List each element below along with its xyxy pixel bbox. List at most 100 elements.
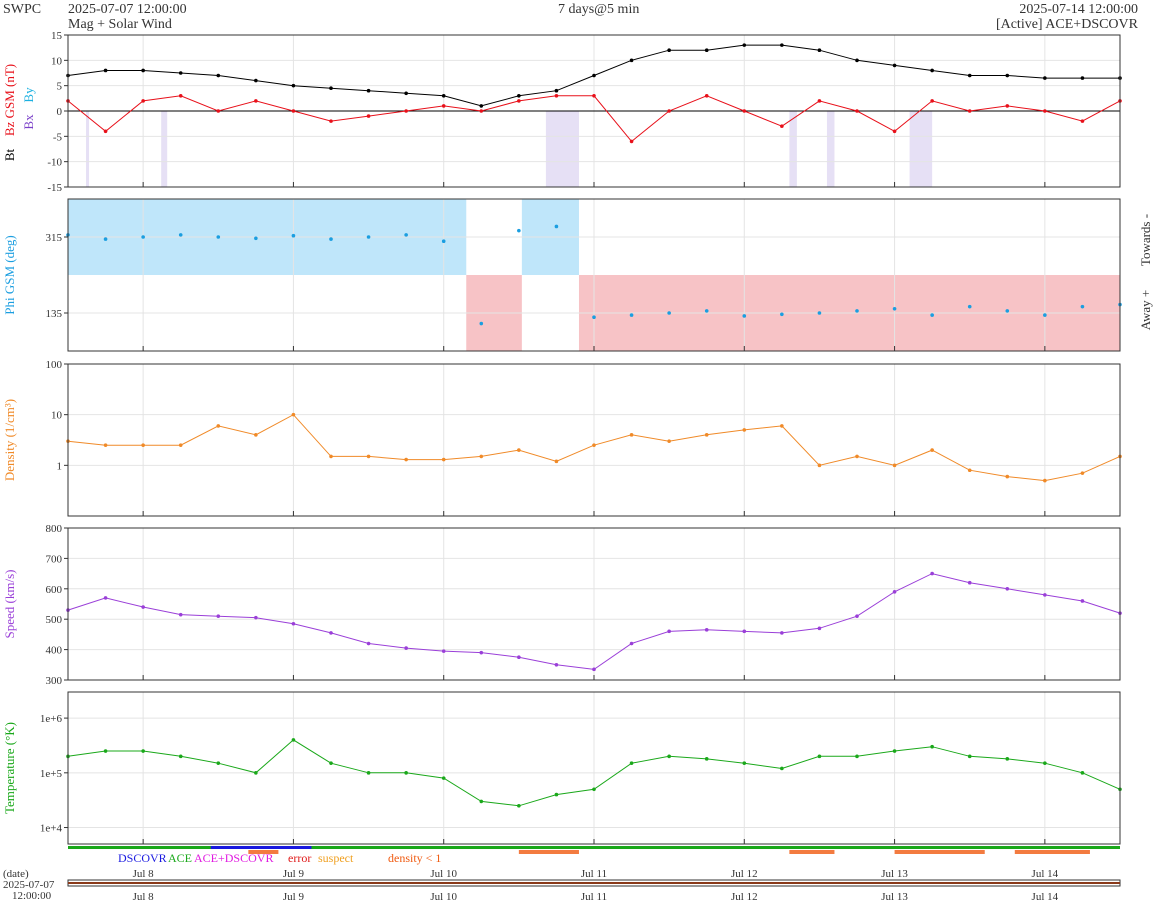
mag-bt-point (629, 58, 634, 63)
mag-bz-point (178, 94, 183, 98)
speed-point (517, 655, 521, 659)
density-point (216, 424, 221, 428)
mag-ylabel-bz: Bz GSM (nT) (2, 64, 17, 136)
x-tick-label-bottom: Jul 10 (430, 891, 457, 903)
mag-southward-band (161, 111, 168, 187)
mag-bt-point (329, 86, 333, 90)
density-point (254, 433, 258, 437)
speed-point (667, 629, 671, 634)
phi-point (967, 304, 972, 309)
status-ace-bar (68, 846, 1120, 849)
x-tick-label-bottom: Jul 11 (581, 891, 607, 903)
phi-point (479, 321, 484, 326)
temperature-point (329, 761, 333, 765)
temperature-point (780, 766, 784, 771)
mag-bt-point (291, 83, 296, 88)
mag-ytick-label: 10 (51, 55, 63, 67)
density-point (629, 433, 634, 437)
x-tick-label-bottom: Jul 8 (133, 891, 155, 903)
active-source: [Active] ACE+DSCOVR (995, 17, 1138, 32)
temperature-point (441, 776, 446, 780)
speed-ytick-label: 800 (46, 523, 63, 535)
mag-ylabel-bt: Bt (2, 148, 17, 161)
density-ytick-label: 1 (57, 460, 63, 472)
phi-point (629, 313, 634, 317)
mag-bt-point (780, 43, 784, 47)
density-point (930, 448, 934, 452)
phi-point (1080, 304, 1085, 309)
mag-southward-band (86, 111, 90, 187)
speed-point (855, 614, 859, 618)
speed-point (479, 650, 484, 655)
density-point (404, 457, 408, 462)
speed-point (1043, 593, 1047, 597)
phi-point (404, 233, 408, 237)
phi-panel: 135 315 Phi GSM (deg) Towards - Away + (2, 198, 1153, 352)
mag-southward-band (909, 111, 933, 187)
temperature-ylabel: Temperature (°K) (2, 722, 17, 814)
phi-point (441, 239, 446, 244)
mag-bz-point (517, 99, 521, 103)
x-tick-label-bottom: Jul 13 (881, 891, 908, 903)
mag-southward-band (826, 111, 835, 187)
density-point (366, 454, 371, 459)
mag-bz-point (216, 109, 221, 113)
x-tick-label-top: Jul 13 (881, 868, 908, 880)
mag-bt-point (1005, 73, 1010, 78)
mag-bt-point (141, 68, 145, 73)
phi-point (667, 311, 671, 315)
mag-bt-point (216, 73, 221, 78)
temperature-point (479, 799, 484, 804)
density-point (329, 454, 333, 459)
mag-ytick-label: 5 (57, 81, 63, 93)
mag-bz-point (780, 124, 784, 128)
speed-point (967, 580, 972, 585)
density-point (667, 439, 671, 443)
speed-panel: 300 400 500 600 700 800 Speed (km/s) (2, 523, 1122, 687)
phi-point (291, 233, 296, 238)
phi-point (517, 228, 521, 233)
phi-point (592, 315, 596, 320)
mag-bt-point (704, 48, 709, 52)
mag-bz-point (291, 109, 296, 113)
mag-bz-point (817, 99, 822, 103)
speed-point (441, 649, 446, 653)
mag-bt-point (667, 48, 671, 52)
phi-point (254, 236, 258, 241)
temperature-panel: 1e+4 1e+5 1e+6 Temperature (°K) (2, 691, 1122, 845)
mag-bt-point (1043, 76, 1047, 80)
speed-point (1080, 599, 1085, 603)
temperature-point (103, 749, 108, 753)
phi-point (1005, 309, 1010, 313)
status-flag-range (248, 850, 279, 854)
mag-bz-point (592, 94, 596, 98)
source-label: SWPC (3, 2, 42, 17)
temperature-point (291, 738, 296, 742)
phi-point (103, 237, 108, 241)
phi-point (892, 306, 897, 311)
x-axis: Jul 8 Jul 8 Jul 9 Jul 9 Jul 10 Jul 10 Jul 11 Ju… (3, 868, 1121, 903)
status-dscovr-bar (210, 846, 312, 849)
density-ytick-label: 100 (46, 359, 63, 371)
status-legend-0: DSCOVR (118, 851, 167, 865)
speed-point (366, 641, 371, 646)
speed-point (629, 641, 634, 646)
mag-bt-point (855, 58, 859, 63)
mag-ytick-label: -5 (53, 131, 63, 143)
temperature-ytick-label: 1e+5 (40, 768, 63, 780)
mag-bt-point (366, 88, 371, 93)
mag-bz-point (667, 109, 671, 113)
phi-point (780, 312, 784, 317)
mag-bt-point (592, 73, 596, 78)
phi-point (742, 314, 747, 318)
phi-frame (67, 198, 1121, 352)
status-legend-1: ACE (168, 851, 192, 865)
speed-frame (67, 527, 1121, 681)
mag-bz-point (704, 94, 709, 98)
mag-bz-point (742, 109, 747, 113)
temperature-ytick-label: 1e+6 (40, 713, 63, 725)
status-legend-5: density < 1 (388, 851, 441, 865)
mag-bt-point (254, 78, 258, 83)
status-flag-range (894, 850, 985, 854)
